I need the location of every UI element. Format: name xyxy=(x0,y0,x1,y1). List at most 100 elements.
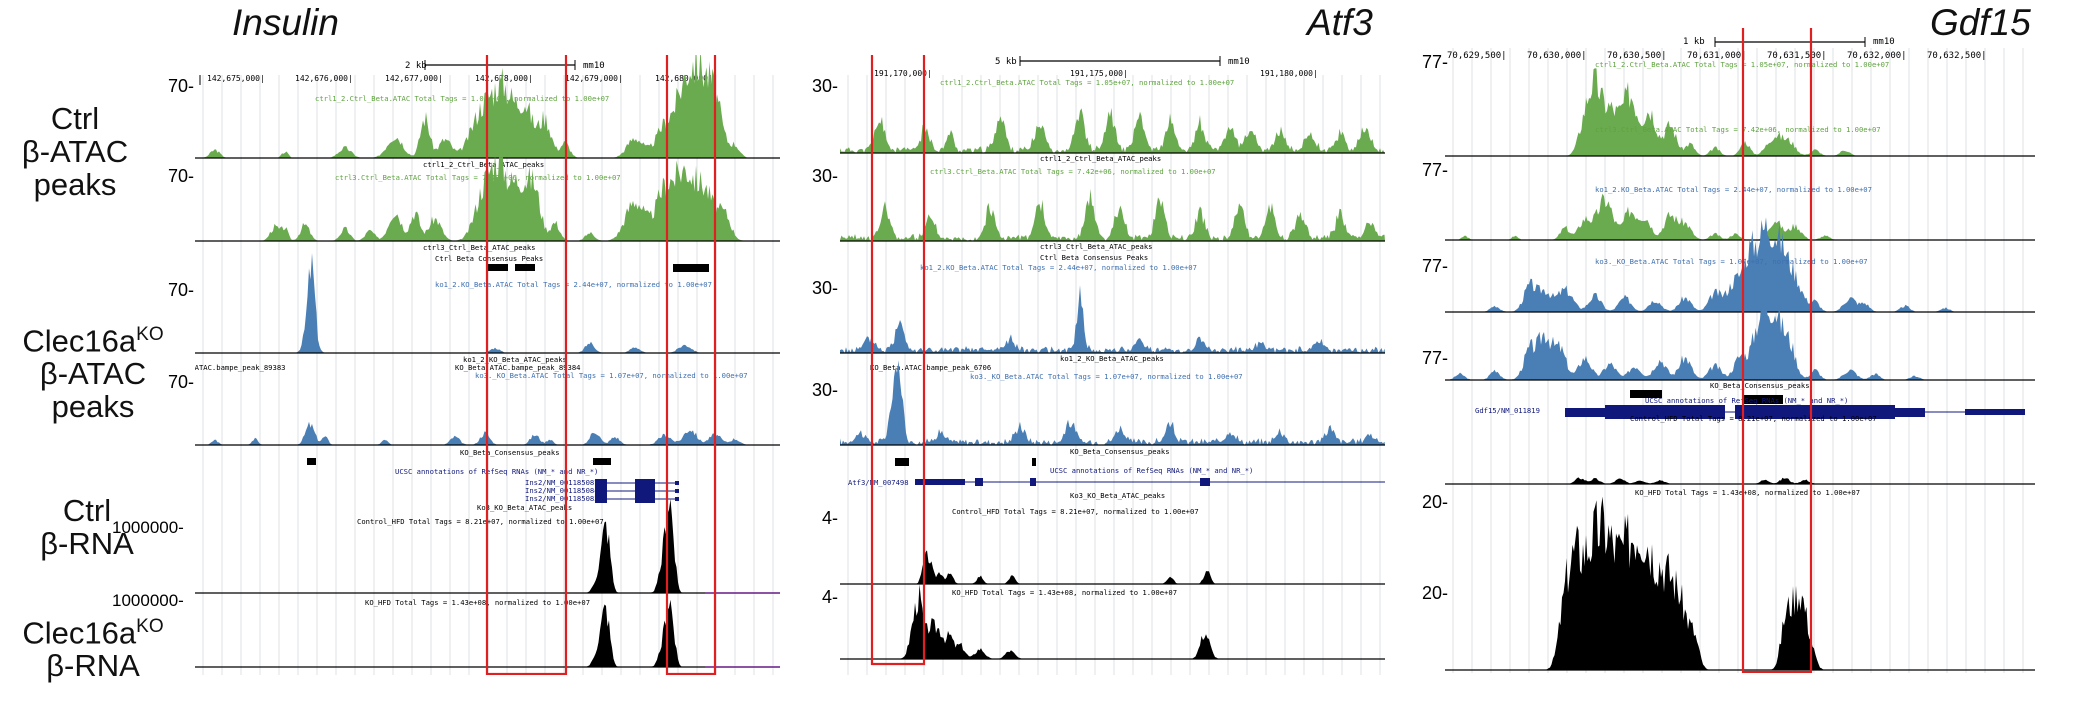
track-label-ctrl-rna: Control_HFD Total Tags = 8.21e+07, norma… xyxy=(1630,414,1877,423)
scale-label: 20- xyxy=(1422,583,1449,603)
scale-label: 30- xyxy=(812,278,839,298)
coverage-ko-rna xyxy=(195,599,780,667)
consensus-peak xyxy=(1630,390,1662,398)
consensus-label-ctrl: Ctrl Beta Consensus Peaks xyxy=(1040,253,1148,262)
macs-peak-label: KO_Beta.ATAC.bampe_peak_6706 xyxy=(870,363,991,372)
coverage-ko2-atac xyxy=(1445,217,2035,312)
row-label-ko-atac: Clec16aKO β-ATAC peaks xyxy=(22,323,164,425)
gene-model xyxy=(595,479,679,503)
scale-label: 30- xyxy=(812,380,839,400)
peaks-label-ctrl2: ctrl1_2_Ctrl_Beta_ATAC_peaks xyxy=(423,160,544,169)
consensus-label-ko: KO_Beta_Consensus_peaks xyxy=(460,448,560,457)
scale-label: 4- xyxy=(822,587,839,607)
refseq-label: UCSC annotations of RefSeq RNAs (NM_* an… xyxy=(395,467,598,476)
coverage-ko2-atac xyxy=(195,253,780,353)
scale-label: 20- xyxy=(1422,492,1449,512)
peaks-label-ctrl2: ctrl1_2_Ctrl_Beta_ATAC_peaks xyxy=(1040,154,1161,163)
coverage-ctrl-rna xyxy=(195,499,780,593)
coord-label: 142,677,000| xyxy=(385,74,443,83)
position-ruler: 5 kb mm10 191,170,000| 191,175,000| 191,… xyxy=(874,56,1318,78)
scale-label: 70- xyxy=(168,76,195,96)
coverage-ko2-atac xyxy=(840,285,1385,353)
track-label-ctrl3: ctrl3.Ctrl_Beta.ATAC Total Tags = 7.42e+… xyxy=(930,167,1216,176)
track-label-ko-rna: KO_HFD Total Tags = 1.43e+08, normalized… xyxy=(1635,488,1860,497)
coverage-profile xyxy=(1445,496,2035,670)
coverage-ctrl-rna xyxy=(1445,477,2035,484)
coverage-ctrl2-atac xyxy=(840,107,1385,153)
consensus-peak xyxy=(895,458,909,466)
coord-label: 70,631,500| xyxy=(1767,51,1827,61)
consensus-peak xyxy=(1032,458,1036,466)
row-label-ctrl-atac: Ctrl β-ATAC peaks xyxy=(21,101,129,202)
coverage-profile xyxy=(840,550,1385,584)
coverage-profile xyxy=(1445,300,2035,380)
browser-panel-insulin: 2 kb mm10 142,675,000| 142,676,000| 142,… xyxy=(195,55,780,675)
consensus-peak xyxy=(1743,395,1783,404)
peaks-label-ko3: Ko3_KO_Beta_ATAC_peaks xyxy=(477,503,572,512)
consensus-peak xyxy=(515,264,535,271)
coord-label: 70,629,500| xyxy=(1447,51,1507,61)
refseq-label: UCSC annotations of RefSeq RNAs (NM_* an… xyxy=(1050,466,1253,475)
row-label-ctrl-rna: Ctrl β-RNA xyxy=(40,493,134,561)
position-ruler: 1 kb mm10 70,629,500| 70,630,000| 70,630… xyxy=(1447,37,1987,61)
gene-model xyxy=(915,478,1385,486)
coord-label: 191,180,000| xyxy=(1260,69,1318,78)
coverage-profile xyxy=(1445,477,2035,484)
coverage-profile xyxy=(840,188,1385,241)
track-label-ko3: ko3._KO_Beta.ATAC Total Tags = 1.07e+07,… xyxy=(475,371,748,380)
gene-title-insulin: Insulin xyxy=(232,2,339,43)
coverage-profile xyxy=(195,599,780,667)
scale-label: 77- xyxy=(1422,52,1449,72)
gene-model-label: Ins2/NM_001185083 xyxy=(525,494,599,503)
coverage-profile xyxy=(1445,217,2035,312)
gridlines xyxy=(847,75,1381,675)
coord-label: 191,175,000| xyxy=(1070,69,1128,78)
scale-label: 70- xyxy=(168,280,195,300)
peaks-label-ko2: ko1_2_KO_Beta_ATAC_peaks xyxy=(463,355,567,364)
consensus-peak xyxy=(307,458,316,465)
coverage-ctrl-rna xyxy=(840,550,1385,584)
scale-label: 1000000- xyxy=(112,591,184,610)
coverage-profile xyxy=(1445,193,2035,240)
consensus-label-ko: KO_Beta_Consensus_peaks xyxy=(1070,447,1170,456)
coord-label: 142,679,000| xyxy=(565,74,623,83)
coverage-ctrl2-atac xyxy=(1445,68,2035,156)
scale-label: 77- xyxy=(1422,348,1449,368)
highlight-box xyxy=(665,55,717,675)
coord-label: 70,630,000| xyxy=(1527,51,1587,61)
refseq-label: UCSC annotations of RefSeq RNAs (NM_* an… xyxy=(1645,396,1848,405)
consensus-peak xyxy=(488,264,508,271)
coverage-ko3-atac xyxy=(840,360,1385,445)
scale-label: 77- xyxy=(1422,160,1449,180)
coord-label: 142,675,000| xyxy=(207,74,265,83)
track-label-ko-rna: KO_HFD Total Tags = 1.43e+08, normalized… xyxy=(952,588,1177,597)
peaks-label-ko3: Ko3_KO_Beta_ATAC_peaks xyxy=(1070,491,1165,500)
track-label-ctrl3: ctrl3.Ctrl_Beta.ATAC Total Tags = 7.42e+… xyxy=(335,173,621,182)
assembly-label: mm10 xyxy=(1873,37,1895,47)
consensus-label-ctrl: Ctrl Beta Consensus Peaks xyxy=(435,254,543,263)
track-label-ctrl3: ctrl3.Ctrl_Beta.ATAC Total Tags = 7.42e+… xyxy=(1595,125,1881,134)
coord-label: 142,678,000| xyxy=(475,74,533,83)
ruler-label: 2 kb xyxy=(405,61,427,71)
browser-panel-atf3: 5 kb mm10 191,170,000| 191,175,000| 191,… xyxy=(840,55,1385,675)
peaks-label-ko2: ko1_2_KO_Beta_ATAC_peaks xyxy=(1060,354,1164,363)
ruler-label: 1 kb xyxy=(1683,37,1705,47)
track-label-ctrl-rna: Control_HFD Total Tags = 8.21e+07, norma… xyxy=(952,507,1199,516)
scale-label: 77- xyxy=(1422,256,1449,276)
track-label-ko-rna: KO_HFD Total Tags = 1.43e+08, normalized… xyxy=(365,598,590,607)
peaks-label-ctrl3: ctrl3_Ctrl_Beta_ATAC_peaks xyxy=(423,243,536,252)
track-label-ctrl2: ctrl1_2.Ctrl_Beta.ATAC Total Tags = 1.05… xyxy=(940,78,1234,87)
track-label-ko2: ko1_2.KO_Beta.ATAC Total Tags = 2.44e+07… xyxy=(920,263,1197,272)
coverage-profile xyxy=(840,360,1385,445)
coord-label: 70,632,500| xyxy=(1927,51,1987,61)
consensus-label-ko: KO_Beta_Consensus_peaks xyxy=(1710,381,1810,390)
consensus-peak xyxy=(673,264,709,272)
peaks-label-ctrl3: ctrl3_Ctrl_Beta_ATAC_peaks xyxy=(1040,242,1153,251)
coord-label: 142,676,000| xyxy=(295,74,353,83)
scale-label: 4- xyxy=(822,508,839,528)
coverage-profile xyxy=(1445,68,2035,156)
position-ruler: 2 kb mm10 142,675,000| 142,676,000| 142,… xyxy=(199,60,713,85)
coord-label: 70,632,000| xyxy=(1847,51,1907,61)
coverage-profile xyxy=(840,285,1385,353)
macs-peak-label: KO_Beta.ATAC.bampe_peak_89383 xyxy=(195,363,286,372)
